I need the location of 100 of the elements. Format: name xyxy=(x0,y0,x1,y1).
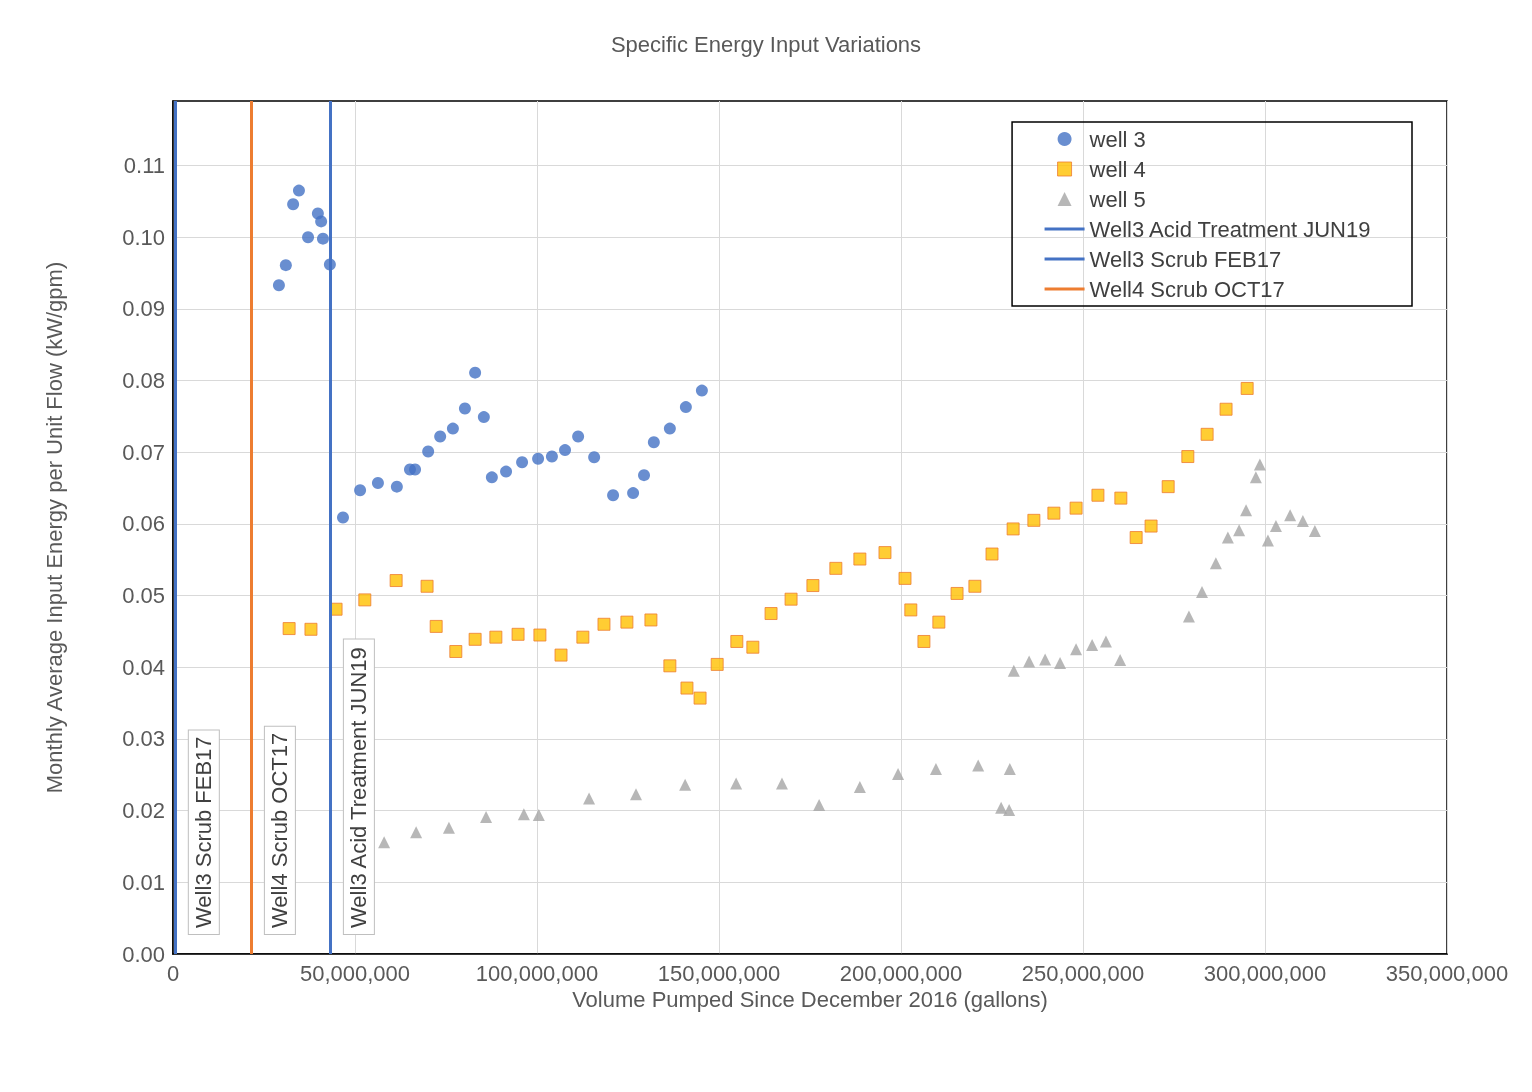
point xyxy=(477,411,490,424)
x-axis-title: Volume Pumped Since December 2016 (gallons) xyxy=(572,987,1048,1013)
point xyxy=(1047,506,1061,520)
point xyxy=(287,198,300,211)
point xyxy=(390,480,403,493)
point xyxy=(409,463,422,476)
point xyxy=(853,780,866,793)
point xyxy=(516,456,529,469)
point xyxy=(746,640,760,654)
y-axis-title: Monthly Average Input Energy per Unit Flow (kW/gpm) xyxy=(41,261,67,794)
ref-line-label: Well3 Scrub FEB17 xyxy=(191,736,217,928)
y-tick-label: 0.03 xyxy=(122,726,165,752)
text: Well4 Scrub OCT17 xyxy=(1089,276,1285,302)
point xyxy=(1249,471,1262,484)
point xyxy=(583,792,596,805)
point xyxy=(1069,501,1083,515)
point xyxy=(378,836,391,849)
point xyxy=(410,826,423,839)
y-tick-label: 0.09 xyxy=(122,296,165,322)
point xyxy=(389,574,403,588)
point xyxy=(532,452,545,465)
point xyxy=(892,768,905,781)
x-tick-label: 0 xyxy=(166,960,180,986)
point xyxy=(1221,531,1234,544)
point xyxy=(1039,653,1052,666)
point xyxy=(1161,480,1175,494)
point xyxy=(500,465,513,478)
point xyxy=(468,632,482,646)
point xyxy=(680,681,694,695)
ref-line-label: Well4 Scrub OCT17 xyxy=(267,732,293,928)
legend-label: well 5 xyxy=(1088,186,1146,212)
point xyxy=(1086,639,1099,652)
point xyxy=(434,430,447,443)
y-tick-label: 0.07 xyxy=(122,439,165,465)
point xyxy=(1027,513,1041,527)
x-tick-label: 300,000,000 xyxy=(1203,960,1327,986)
point xyxy=(1023,655,1036,668)
point xyxy=(576,630,590,644)
point xyxy=(1054,656,1067,669)
x-tick-label: 250,000,000 xyxy=(1021,960,1145,986)
point xyxy=(533,628,547,642)
y-tick-label: 0.02 xyxy=(122,798,165,824)
point xyxy=(638,469,651,482)
point xyxy=(663,422,676,435)
point xyxy=(647,436,660,449)
point xyxy=(730,777,743,790)
x-tick-label: 350,000,000 xyxy=(1385,960,1509,986)
y-tick-label: 0.08 xyxy=(122,368,165,394)
point xyxy=(597,617,611,631)
point xyxy=(1233,524,1246,537)
point xyxy=(272,279,285,292)
point xyxy=(1181,450,1195,464)
point xyxy=(1253,458,1266,471)
y-tick-label: 0.05 xyxy=(122,583,165,609)
point xyxy=(302,231,315,244)
point xyxy=(559,444,572,457)
point xyxy=(420,579,434,593)
point xyxy=(679,401,692,414)
point xyxy=(644,613,658,627)
point xyxy=(730,634,744,648)
point xyxy=(337,511,349,524)
point xyxy=(1284,509,1297,522)
point xyxy=(929,763,942,776)
point xyxy=(627,487,640,500)
x-tick-label: 150,000,000 xyxy=(657,960,781,986)
point xyxy=(279,259,292,272)
point xyxy=(554,648,568,662)
point xyxy=(968,579,982,593)
y-tick-label: 0.10 xyxy=(122,224,165,250)
point xyxy=(679,778,692,791)
y-tick-label: 0.06 xyxy=(122,511,165,537)
point xyxy=(932,615,946,629)
point xyxy=(442,821,455,834)
point xyxy=(620,615,634,629)
point xyxy=(1114,491,1128,505)
point xyxy=(358,593,372,607)
point xyxy=(1269,520,1282,533)
point xyxy=(572,430,585,443)
point xyxy=(784,592,798,606)
point xyxy=(1003,803,1016,816)
point xyxy=(1114,654,1127,667)
point xyxy=(898,571,912,585)
point xyxy=(480,811,493,824)
point xyxy=(511,627,525,641)
point xyxy=(806,579,820,593)
point xyxy=(829,561,843,575)
point xyxy=(1209,557,1222,570)
point xyxy=(422,445,435,458)
point xyxy=(429,619,443,633)
point xyxy=(1007,664,1020,677)
point xyxy=(446,422,459,435)
point xyxy=(917,634,931,648)
point xyxy=(995,801,1008,814)
point xyxy=(315,215,328,228)
legend-label: well 4 xyxy=(1088,156,1146,182)
point xyxy=(1219,402,1233,416)
y-tick-label: 0.01 xyxy=(122,869,165,895)
point xyxy=(950,586,964,600)
point xyxy=(1200,427,1214,441)
point xyxy=(904,603,918,617)
